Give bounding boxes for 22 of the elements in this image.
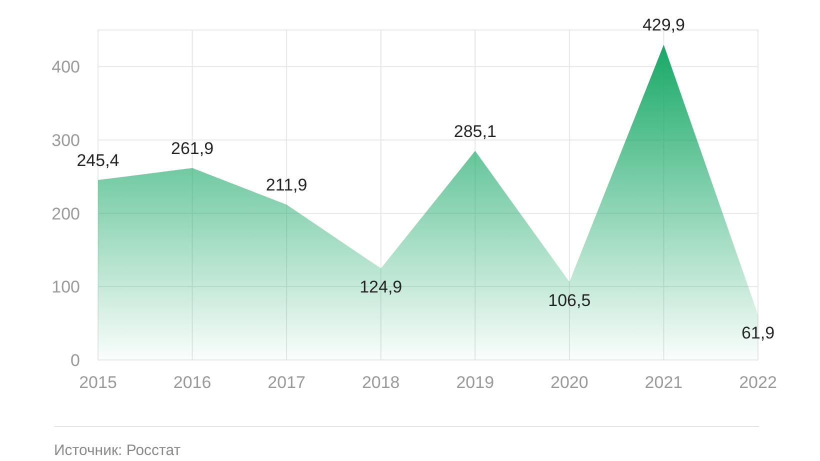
x-tick-label: 2021 bbox=[644, 373, 683, 392]
text: 61,9 bbox=[741, 324, 775, 343]
text: 429,9 bbox=[642, 16, 685, 35]
y-tick-label: 300 bbox=[52, 131, 80, 150]
x-tick-label: 2016 bbox=[173, 373, 212, 392]
x-tick-label: 2019 bbox=[456, 373, 494, 392]
x-tick-label: 2015 bbox=[79, 373, 117, 392]
y-tick-label: 0 bbox=[70, 351, 80, 370]
text: 211,9 bbox=[266, 176, 308, 195]
text: 245,4 bbox=[76, 151, 120, 170]
text: 285,1 bbox=[454, 122, 496, 141]
text: 261,9 bbox=[171, 138, 214, 158]
x-tick-label: 2018 bbox=[362, 373, 400, 392]
text: Источник: Росстат bbox=[54, 442, 181, 459]
y-tick-label: 400 bbox=[52, 58, 80, 77]
x-tick-label: 2017 bbox=[268, 373, 306, 392]
y-tick-label: 200 bbox=[52, 204, 80, 224]
x-tick-label: 2022 bbox=[739, 373, 777, 392]
text: 124,9 bbox=[360, 277, 402, 296]
y-tick-label: 100 bbox=[52, 278, 80, 297]
x-tick-label: 2020 bbox=[550, 373, 588, 392]
text: 106,5 bbox=[548, 290, 591, 310]
